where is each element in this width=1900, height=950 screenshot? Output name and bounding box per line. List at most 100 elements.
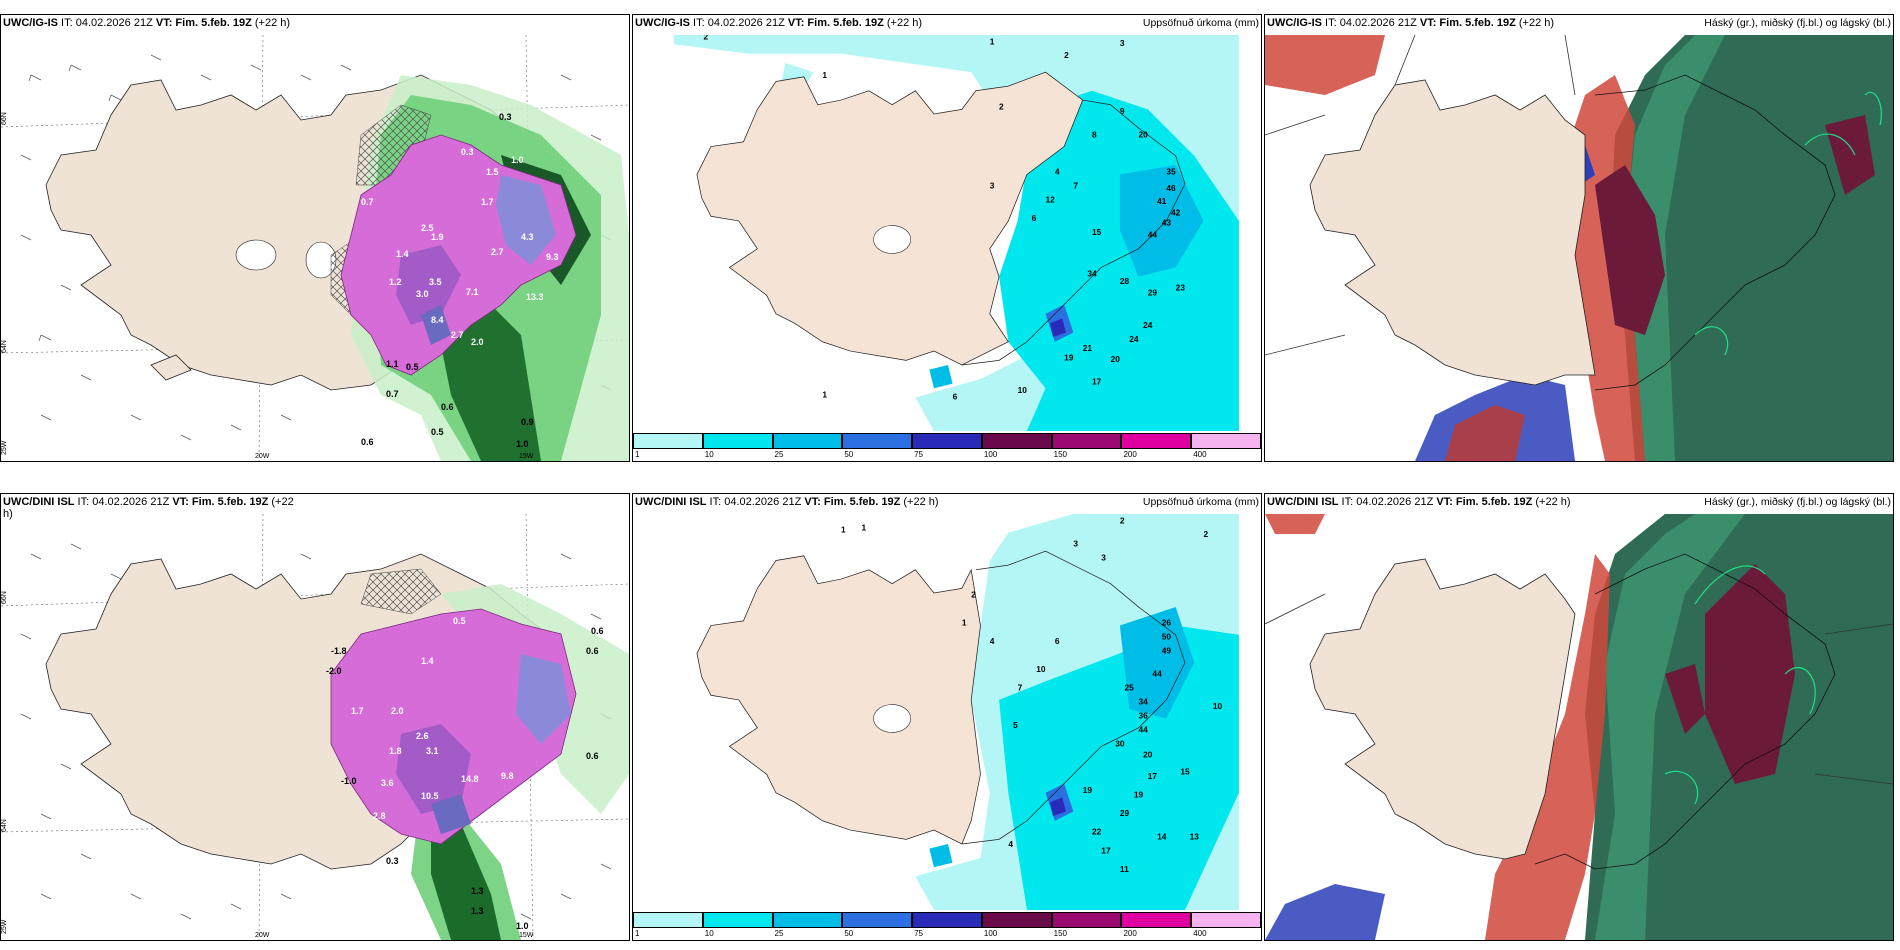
svg-text:4: 4 [1055,166,1060,176]
svg-text:6: 6 [1032,213,1037,223]
panel-clouds-dini: UWC/DINI ISL IT: 04.02.2026 21Z VT: Fim.… [1264,493,1894,941]
svg-text:1: 1 [990,36,995,46]
svg-text:1: 1 [822,70,827,80]
colorbar-label: 75 [914,929,924,938]
colorbar-label: 200 [1123,929,1137,938]
svg-text:3.1: 3.1 [426,746,439,756]
colorbar-swatch [772,433,843,449]
svg-text:0.3: 0.3 [461,147,474,157]
svg-text:1.9: 1.9 [431,232,444,242]
colorbar-label: 150 [1053,929,1068,938]
svg-text:15: 15 [1092,227,1102,237]
svg-text:50: 50 [1162,631,1172,641]
svg-text:4.3: 4.3 [521,232,534,242]
colorbar-swatch [772,912,843,928]
svg-text:2.5: 2.5 [421,223,434,233]
svg-text:14.8: 14.8 [461,774,479,784]
svg-text:2.7: 2.7 [491,247,504,257]
svg-text:2.0: 2.0 [391,706,404,716]
svg-text:1.0: 1.0 [516,439,529,449]
precip-value-labels: 2 1 1 2 3 2 9 20 35 46 41 42 43 44 8 12 … [703,35,1185,401]
svg-text:17: 17 [1101,845,1111,855]
svg-text:15: 15 [1180,766,1190,776]
svg-text:0.3: 0.3 [386,856,399,866]
precip-map: 1 1 2 1 2 3 3 2 4 26 50 49 44 6 10 7 5 2… [655,514,1239,910]
panel-precip-igis: UWC/IG-IS IT: 04.02.2026 21Z VT: Fim. 5.… [632,14,1262,462]
svg-text:3: 3 [1101,552,1106,562]
svg-text:19: 19 [1083,785,1093,795]
svg-text:14: 14 [1157,831,1167,841]
colorbar-label: 100 [983,929,998,938]
svg-text:23: 23 [1176,283,1186,293]
svg-text:20W: 20W [255,932,270,939]
svg-text:24: 24 [1143,320,1153,330]
colorbar-swatch [1121,912,1192,928]
svg-text:10: 10 [1036,664,1046,674]
panel-title: UWC/IG-IS IT: 04.02.2026 21Z VT: Fim. 5.… [3,17,291,29]
svg-text:13: 13 [1190,831,1200,841]
svg-text:0.5: 0.5 [406,362,419,372]
colorbar-label: 50 [844,929,854,938]
svg-text:10: 10 [1213,701,1223,711]
svg-text:1.7: 1.7 [481,197,494,207]
svg-text:2.7: 2.7 [451,330,464,340]
svg-text:20: 20 [1111,354,1121,364]
svg-text:43: 43 [1162,218,1172,228]
panel-title: UWC/IG-IS IT: 04.02.2026 21Z VT: Fim. 5.… [635,17,923,29]
svg-text:1.4: 1.4 [396,249,409,259]
svg-text:0.6: 0.6 [586,646,599,656]
svg-text:42: 42 [1171,207,1181,217]
svg-text:10.5: 10.5 [421,791,439,801]
svg-text:1: 1 [841,525,846,535]
svg-text:0.7: 0.7 [361,197,374,207]
svg-text:-1.0: -1.0 [341,776,357,786]
wind-barbs [20,543,612,920]
svg-text:25: 25 [1125,683,1135,693]
svg-text:9.3: 9.3 [546,252,559,262]
colorbar-swatch [912,433,982,449]
svg-text:1.4: 1.4 [421,656,434,666]
svg-text:1.0: 1.0 [511,155,524,165]
colorbar-swatch [633,433,703,449]
svg-text:2: 2 [999,101,1004,111]
svg-text:44: 44 [1152,669,1162,679]
colorbar-swatch [702,433,773,449]
svg-text:19: 19 [1134,790,1144,800]
svg-text:1.3: 1.3 [471,906,484,916]
svg-text:15W: 15W [519,453,534,460]
svg-text:8: 8 [1092,129,1097,139]
svg-text:0.5: 0.5 [431,427,444,437]
svg-text:13.3: 13.3 [526,292,544,302]
snow-map: 0.5 0.6 -1.8 -2.0 1.4 1.7 2.0 2.6 3.1 1.… [1,514,629,940]
colorbar-swatch [1191,433,1261,449]
iceland-land [1309,79,1596,386]
svg-text:0.6: 0.6 [591,626,604,636]
colorbar-swatch [981,912,1052,928]
svg-text:1.8: 1.8 [389,746,402,756]
svg-text:5: 5 [1013,720,1018,730]
svg-text:20: 20 [1138,129,1148,139]
svg-text:3.5: 3.5 [429,277,442,287]
svg-text:28: 28 [1120,276,1130,286]
colorbar-swatch [702,912,773,928]
snow-value-labels: 0.5 0.6 -1.8 -2.0 1.4 1.7 2.0 2.6 3.1 1.… [326,616,604,931]
snow-value-labels: 0.3 0.3 1.0 1.5 0.7 1.7 1.9 2.5 1.4 1.2 … [361,112,559,449]
panel-subtitle: Háský (gr.), miðský (fj.bl.) og lágský (… [1704,17,1891,29]
svg-text:25W: 25W [1,919,8,934]
panel-subtitle: Uppsöfnuð úrkoma (mm) [1142,496,1259,508]
svg-text:1.3: 1.3 [471,886,484,896]
svg-text:46: 46 [1166,183,1176,193]
panel-title: UWC/IG-IS IT: 04.02.2026 21Z VT: Fim. 5.… [1267,17,1555,29]
svg-text:-2.0: -2.0 [326,666,342,676]
svg-text:3.6: 3.6 [381,778,394,788]
cloud-map [1265,35,1893,461]
panel-title: UWC/DINI ISL IT: 04.02.2026 21Z VT: Fim.… [3,496,294,520]
colorbar-label: 200 [1123,450,1137,459]
colorbar-label: 50 [844,450,854,459]
svg-text:49: 49 [1162,645,1172,655]
svg-text:44: 44 [1148,230,1158,240]
panel-precip-dini: UWC/DINI ISL IT: 04.02.2026 21Z VT: Fim.… [632,493,1262,941]
svg-text:24: 24 [1129,334,1139,344]
precip-colorbar: 1 10 25 50 75 100 150 200 400 [633,910,1261,940]
colorbar-label: 25 [774,929,784,938]
